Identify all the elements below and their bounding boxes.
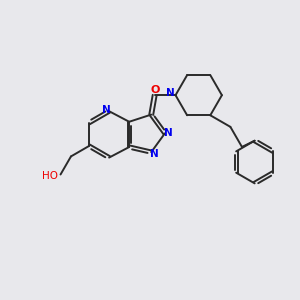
Text: N: N xyxy=(167,88,175,98)
Text: HO: HO xyxy=(42,171,58,181)
Text: N: N xyxy=(164,128,173,138)
Text: N: N xyxy=(102,105,111,115)
Text: N: N xyxy=(150,148,159,159)
Text: O: O xyxy=(151,85,160,95)
